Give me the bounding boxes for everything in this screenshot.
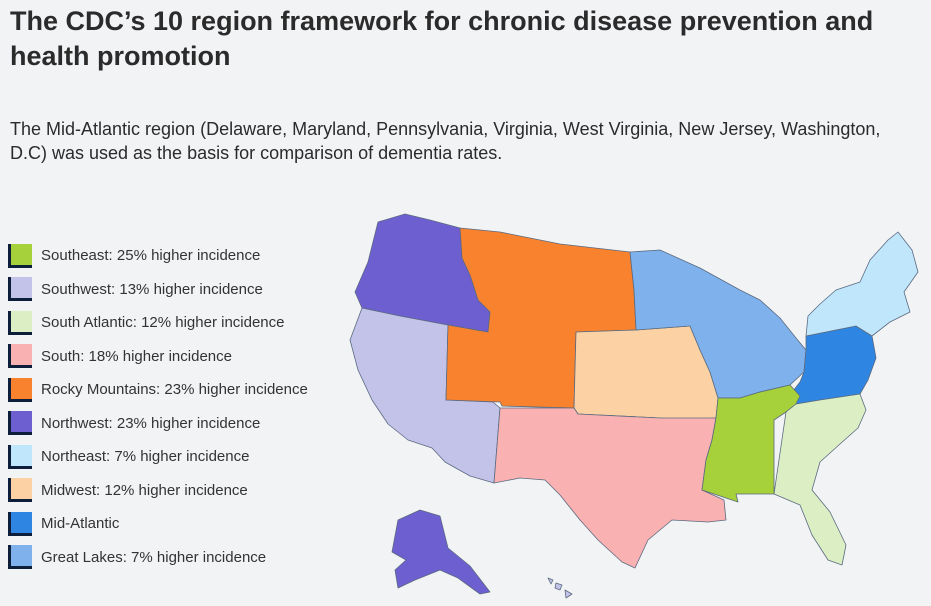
legend: Southeast: 25% higher incidence Southwes… bbox=[8, 239, 308, 574]
legend-label-southeast: Southeast: 25% higher incidence bbox=[41, 247, 261, 265]
legend-label-midwest: Midwest: 12% higher incidence bbox=[41, 481, 248, 499]
region-south bbox=[493, 407, 727, 569]
legend-item-mid-atlantic: Mid-Atlantic bbox=[8, 507, 308, 541]
legend-swatch-south bbox=[8, 344, 32, 369]
legend-item-midwest: Midwest: 12% higher incidence bbox=[8, 474, 308, 508]
legend-swatch-great-lakes bbox=[8, 545, 32, 570]
legend-label-mid-atlantic: Mid-Atlantic bbox=[41, 515, 120, 533]
legend-label-northwest: Northwest: 23% higher incidence bbox=[41, 414, 261, 432]
region-rocky-mountains bbox=[445, 227, 637, 409]
legend-swatch-rocky-mountains bbox=[8, 377, 32, 402]
legend-swatch-mid-atlantic bbox=[8, 511, 32, 536]
legend-item-great-lakes: Great Lakes: 7% higher incidence bbox=[8, 541, 308, 575]
legend-swatch-southeast bbox=[8, 243, 32, 268]
legend-label-southwest: Southwest: 13% higher incidence bbox=[41, 280, 263, 298]
legend-item-rocky-mountains: Rocky Mountains: 23% higher incidence bbox=[8, 373, 308, 407]
legend-label-rocky-mountains: Rocky Mountains: 23% higher incidence bbox=[41, 381, 308, 399]
legend-item-northeast: Northeast: 7% higher incidence bbox=[8, 440, 308, 474]
legend-label-northeast: Northeast: 7% higher incidence bbox=[41, 448, 250, 466]
region-southwest bbox=[349, 307, 501, 484]
region-southeast bbox=[701, 384, 801, 503]
legend-item-south-atlantic: South Atlantic: 12% higher incidence bbox=[8, 306, 308, 340]
region-northeast bbox=[805, 231, 919, 337]
region-south-atlantic bbox=[773, 393, 867, 566]
legend-item-southwest: Southwest: 13% higher incidence bbox=[8, 273, 308, 307]
legend-swatch-southwest bbox=[8, 277, 32, 302]
page-subtitle: The Mid-Atlantic region (Delaware, Maryl… bbox=[10, 119, 881, 163]
page-title: The CDC’s 10 region framework for chroni… bbox=[10, 6, 874, 71]
legend-item-southeast: Southeast: 25% higher incidence bbox=[8, 239, 308, 273]
legend-label-south: South: 18% higher incidence bbox=[41, 347, 232, 365]
region-alaska bbox=[391, 509, 491, 595]
legend-label-great-lakes: Great Lakes: 7% higher incidence bbox=[41, 548, 267, 566]
legend-swatch-south-atlantic bbox=[8, 310, 32, 335]
legend-swatch-northwest bbox=[8, 411, 32, 436]
legend-label-south-atlantic: South Atlantic: 12% higher incidence bbox=[41, 314, 285, 332]
legend-swatch-midwest bbox=[8, 478, 32, 503]
legend-item-northwest: Northwest: 23% higher incidence bbox=[8, 407, 308, 441]
legend-item-south: South: 18% higher incidence bbox=[8, 340, 308, 374]
region-hawaii bbox=[547, 577, 573, 599]
legend-swatch-northeast bbox=[8, 444, 32, 469]
